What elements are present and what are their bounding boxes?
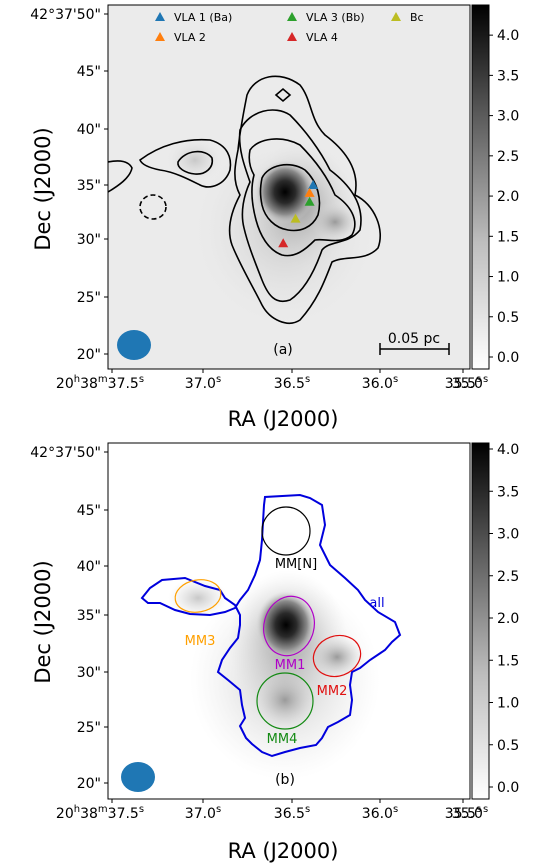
y-tick-label: 30" bbox=[77, 665, 101, 681]
legend-label: Bc bbox=[410, 11, 424, 24]
panel-a-label: (a) bbox=[273, 342, 293, 358]
colorbar-a-gradient bbox=[471, 4, 490, 370]
y-tick-label: 45" bbox=[77, 503, 101, 519]
panel-a-negative-contour bbox=[139, 194, 167, 220]
source-marker bbox=[304, 196, 315, 206]
x-tick-label: 36.5s bbox=[274, 374, 310, 392]
legend-marker bbox=[155, 12, 165, 21]
x-tick-label: 35.0s bbox=[452, 374, 488, 392]
beam-ellipse-b bbox=[121, 762, 155, 792]
panel-b-frame bbox=[107, 442, 471, 800]
colorbar-tick-label: 0.0 bbox=[497, 350, 519, 366]
y-tick-label: 20" bbox=[77, 776, 101, 792]
y-tick-label: 25" bbox=[77, 290, 101, 306]
source-marker bbox=[278, 238, 289, 248]
legend-marker bbox=[391, 12, 401, 21]
scale-bar-label: 0.05 pc bbox=[388, 331, 440, 347]
panel-b-label: (b) bbox=[275, 772, 295, 788]
legend-marker bbox=[287, 32, 297, 41]
legend-label: VLA 1 (Ba) bbox=[174, 11, 232, 24]
legend-label: VLA 2 bbox=[174, 31, 206, 44]
panel-a-ylabel: Dec (J2000) bbox=[31, 127, 55, 250]
region-mm1-label: MM1 bbox=[275, 658, 306, 673]
region-mm4-ellipse bbox=[256, 672, 314, 730]
x-tick-label: 35.5s bbox=[445, 804, 481, 822]
region-mm2-label: MM2 bbox=[317, 684, 348, 699]
source-marker bbox=[290, 213, 301, 223]
region-all-outline bbox=[140, 493, 402, 758]
colorbar-tick-label: 1.5 bbox=[497, 229, 519, 245]
colorbar-tick-label: 2.0 bbox=[497, 189, 519, 205]
region-all-label: all bbox=[369, 596, 384, 611]
beam-ellipse-a bbox=[117, 330, 151, 360]
panel-b-xlabel: RA (J2000) bbox=[228, 839, 339, 863]
colorbar-tick-label: 3.0 bbox=[497, 109, 519, 125]
region-mm3-label: MM3 bbox=[185, 634, 216, 649]
colorbar-tick-label: 0.0 bbox=[497, 780, 519, 796]
legend: VLA 1 (Ba) VLA 2 VLA 3 (Bb) VLA 4 Bc bbox=[155, 11, 424, 44]
colorbar-tick-label: 1.0 bbox=[497, 696, 519, 712]
colorbar-tick-label: 0.5 bbox=[497, 310, 519, 326]
panel-a-xlabel: RA (J2000) bbox=[228, 407, 339, 431]
colorbar-b-gradient bbox=[471, 442, 490, 800]
y-tick-label: 20" bbox=[77, 347, 101, 363]
colorbar-b: 0.0 0.5 1.0 1.5 2.0 2.5 3.0 3.5 4.0 bbox=[471, 442, 519, 800]
y-tick-label: 42°37'50" bbox=[30, 7, 101, 23]
y-tick-label: 40" bbox=[77, 559, 101, 575]
scale-bar: 0.05 pc bbox=[379, 331, 450, 355]
y-tick-label: 25" bbox=[77, 720, 101, 736]
legend-label: VLA 3 (Bb) bbox=[306, 11, 365, 24]
x-tick-label: 35.5s bbox=[445, 374, 481, 392]
region-mm3-ellipse bbox=[174, 579, 222, 613]
y-tick-label: 45" bbox=[77, 64, 101, 80]
colorbar-tick-label: 4.0 bbox=[497, 28, 519, 44]
colorbar-tick-label: 1.5 bbox=[497, 653, 519, 669]
panel-a-markers bbox=[278, 180, 319, 248]
colorbar-a: 0.0 0.5 1.0 1.5 2.0 2.5 3.0 3.5 4.0 bbox=[471, 4, 519, 370]
colorbar-tick-label: 2.5 bbox=[497, 569, 519, 585]
x-tick-label: 35.0s bbox=[452, 804, 488, 822]
legend-marker bbox=[287, 12, 297, 21]
panel-b-ylabel: Dec (J2000) bbox=[31, 560, 55, 683]
x-tick-label: 20h38m37.5s bbox=[56, 374, 144, 392]
colorbar-tick-label: 4.0 bbox=[497, 442, 519, 458]
region-mmn-label: MM[N] bbox=[275, 557, 317, 572]
y-tick-label: 42°37'50" bbox=[30, 445, 101, 461]
x-tick-label: 37.0s bbox=[185, 804, 221, 822]
legend-label: VLA 4 bbox=[306, 31, 338, 44]
panel-b: MM[N] MM1 MM2 MM3 MM4 all (b) 20h38m37.5… bbox=[30, 442, 519, 863]
panel-b-emission bbox=[168, 570, 380, 780]
x-tick-label: 20h38m37.5s bbox=[56, 804, 144, 822]
y-tick-label: 30" bbox=[77, 232, 101, 248]
x-tick-label: 37.0s bbox=[185, 374, 221, 392]
region-mm2-ellipse bbox=[312, 634, 362, 678]
x-tick-label: 36.0s bbox=[362, 374, 398, 392]
y-tick-label: 35" bbox=[77, 178, 101, 194]
colorbar-tick-label: 1.0 bbox=[497, 270, 519, 286]
legend-marker bbox=[155, 32, 165, 41]
x-tick-label: 36.0s bbox=[362, 804, 398, 822]
panel-a: VLA 1 (Ba) VLA 2 VLA 3 (Bb) VLA 4 Bc 0.05 pc… bbox=[30, 4, 519, 431]
y-tick-label: 35" bbox=[77, 608, 101, 624]
panel-a-contours bbox=[108, 75, 382, 324]
colorbar-tick-label: 3.0 bbox=[497, 527, 519, 543]
source-marker bbox=[304, 187, 315, 197]
colorbar-tick-label: 2.5 bbox=[497, 149, 519, 165]
x-tick-label: 36.5s bbox=[274, 804, 310, 822]
colorbar-tick-label: 3.5 bbox=[497, 68, 519, 84]
region-mm1-ellipse bbox=[263, 595, 315, 657]
region-mmn-ellipse bbox=[261, 506, 311, 556]
panel-a-frame bbox=[107, 4, 471, 370]
colorbar-tick-label: 0.5 bbox=[497, 738, 519, 754]
y-tick-label: 40" bbox=[77, 122, 101, 138]
colorbar-tick-label: 2.0 bbox=[497, 611, 519, 627]
colorbar-tick-label: 3.5 bbox=[497, 484, 519, 500]
source-marker bbox=[308, 180, 319, 189]
region-mm4-label: MM4 bbox=[267, 732, 298, 747]
